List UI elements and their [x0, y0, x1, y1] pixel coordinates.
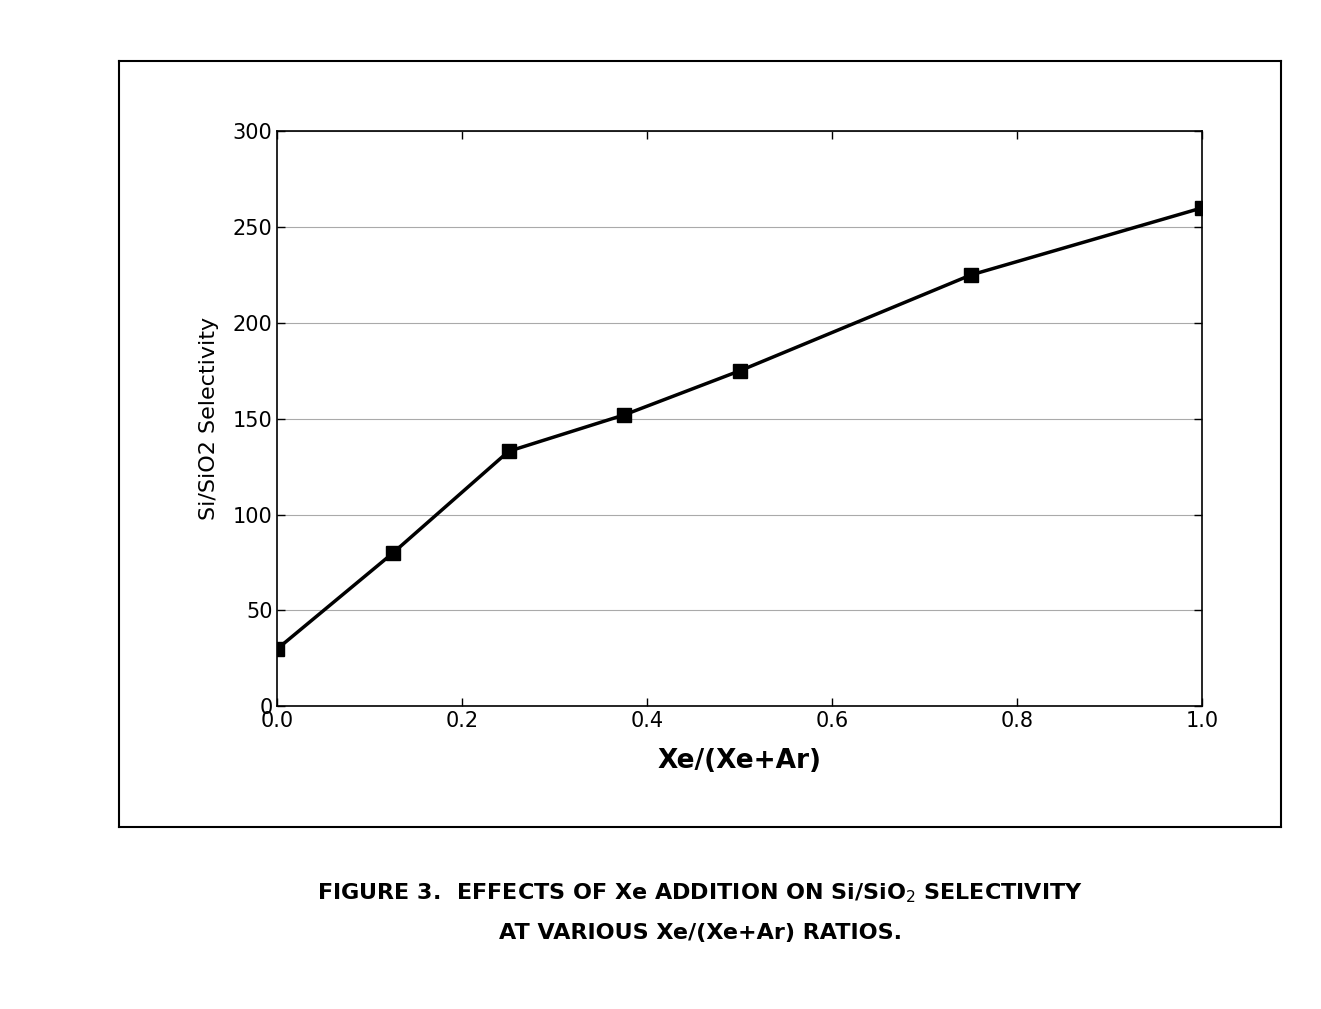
- Text: AT VARIOUS Xe/(Xe+Ar) RATIOS.: AT VARIOUS Xe/(Xe+Ar) RATIOS.: [498, 923, 902, 943]
- Text: FIGURE 3.  EFFECTS OF Xe ADDITION ON Si/SiO$_2$ SELECTIVITY: FIGURE 3. EFFECTS OF Xe ADDITION ON Si/S…: [317, 881, 1083, 905]
- Y-axis label: Si/SiO2 Selectivity: Si/SiO2 Selectivity: [199, 317, 219, 521]
- X-axis label: Xe/(Xe+Ar): Xe/(Xe+Ar): [658, 748, 822, 774]
